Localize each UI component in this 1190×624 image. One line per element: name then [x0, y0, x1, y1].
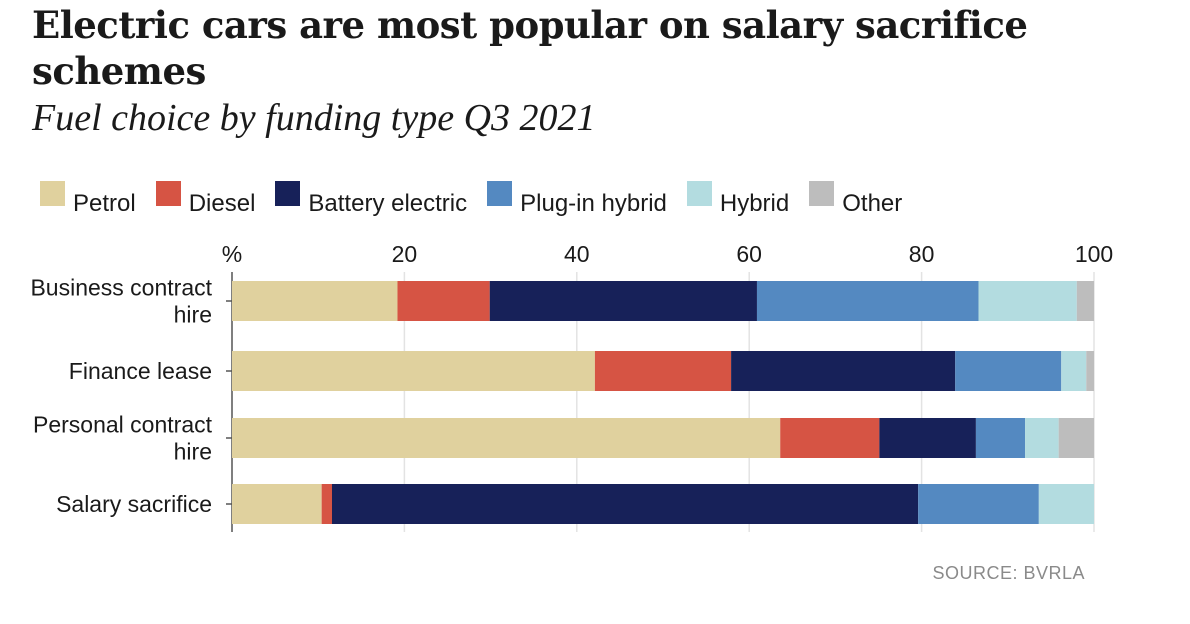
bar-business-contract-hire-petrol	[232, 281, 398, 321]
bar-salary-sacrifice-battery-electric	[331, 484, 919, 524]
x-tick-label-0: %	[222, 241, 242, 267]
bar-finance-lease-plug-in-hybrid	[955, 351, 1062, 391]
chart-title: Electric cars are most popular on salary…	[32, 3, 1028, 93]
category-label-salary-sacrifice: Salary sacrifice	[56, 491, 212, 517]
legend-item-battery-electric: Battery electric	[275, 180, 467, 217]
bar-business-contract-hire-plug-in-hybrid	[756, 281, 979, 321]
bar-personal-contract-hire-other	[1058, 418, 1094, 458]
legend-label-hybrid: Hybrid	[719, 190, 790, 217]
category-label-personal-contract-hire-line-2: hire	[174, 439, 212, 465]
legend-item-other: Other	[809, 180, 902, 217]
legend-item-plug-in-hybrid: Plug-in hybrid	[487, 180, 667, 217]
bar-personal-contract-hire-plug-in-hybrid	[975, 418, 1026, 458]
legend-label-diesel: Diesel	[188, 190, 256, 217]
x-tick-label-20: 20	[392, 241, 418, 267]
bar-salary-sacrifice-plug-in-hybrid	[918, 484, 1039, 524]
bar-finance-lease-petrol	[232, 351, 595, 391]
bar-personal-contract-hire-petrol	[232, 418, 781, 458]
bar-finance-lease-battery-electric	[731, 351, 956, 391]
legend-item-petrol: Petrol	[40, 180, 136, 217]
bar-salary-sacrifice-hybrid	[1038, 484, 1094, 524]
bar-finance-lease-diesel	[594, 351, 732, 391]
bar-finance-lease-hybrid	[1061, 351, 1087, 391]
legend-swatch-plug-in-hybrid	[487, 180, 513, 206]
bar-salary-sacrifice-diesel	[321, 484, 332, 524]
category-label-business-contract-hire-line-1: Business contract	[30, 275, 212, 301]
x-tick-label-60: 60	[736, 241, 762, 267]
bar-finance-lease-other	[1086, 351, 1094, 391]
bar-business-contract-hire-hybrid	[978, 281, 1077, 321]
x-tick-label-40: 40	[564, 241, 590, 267]
legend-label-petrol: Petrol	[73, 190, 136, 217]
x-tick-label-80: 80	[909, 241, 935, 267]
bar-business-contract-hire-battery-electric	[489, 281, 757, 321]
legend-label-battery-electric: Battery electric	[308, 190, 468, 217]
category-label-finance-lease: Finance lease	[69, 358, 212, 384]
category-label-business-contract-hire-line-2: hire	[174, 302, 212, 328]
legend-label-plug-in-hybrid: Plug-in hybrid	[520, 190, 667, 217]
legend-item-hybrid: Hybrid	[686, 180, 789, 217]
bar-personal-contract-hire-diesel	[780, 418, 880, 458]
bar-business-contract-hire-other	[1076, 281, 1094, 321]
legend-item-diesel: Diesel	[155, 180, 255, 217]
chart-subtitle: Fuel choice by funding type Q3 2021	[32, 97, 596, 139]
bar-personal-contract-hire-hybrid	[1025, 418, 1059, 458]
legend-swatch-petrol	[40, 180, 65, 206]
bar-business-contract-hire-diesel	[397, 281, 490, 321]
bar-personal-contract-hire-battery-electric	[879, 418, 976, 458]
legend-swatch-hybrid	[686, 180, 712, 206]
legend-swatch-diesel	[155, 180, 181, 206]
source-note: SOURCE: BVRLA	[932, 563, 1085, 583]
category-label-personal-contract-hire-line-1: Personal contract	[33, 412, 213, 438]
legend-swatch-other	[809, 180, 835, 206]
legend-swatch-battery-electric	[275, 180, 301, 206]
legend-label-other: Other	[842, 190, 903, 217]
bar-salary-sacrifice-petrol	[232, 484, 322, 524]
legend: Petrol Diesel Battery electric Plug-in h…	[40, 180, 922, 217]
x-tick-label-100: 100	[1075, 241, 1113, 267]
